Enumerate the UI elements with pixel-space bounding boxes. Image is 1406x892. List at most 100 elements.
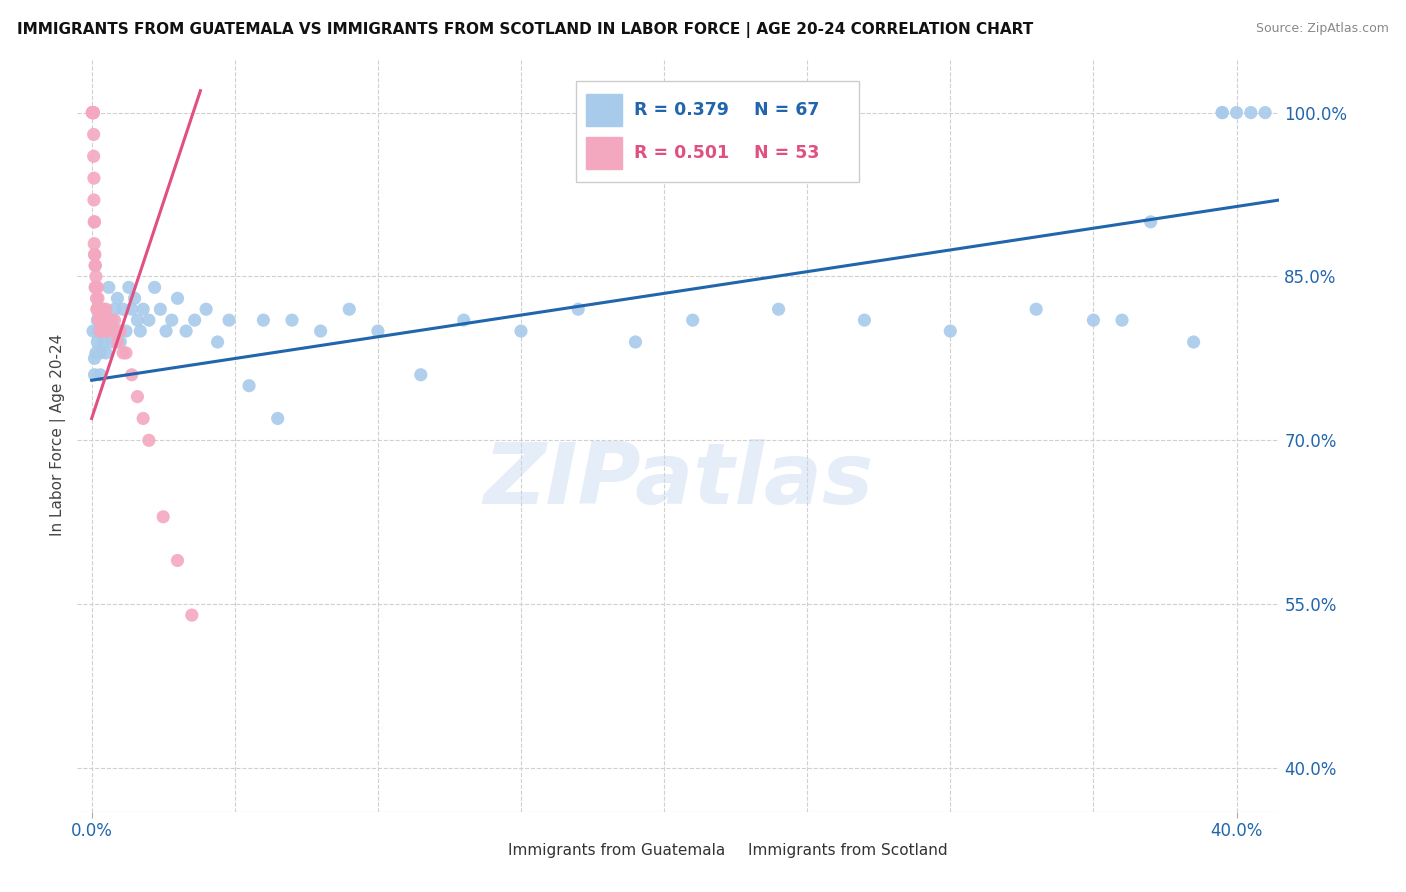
Point: [110, 324, 132, 338]
Point: [83, 236, 105, 251]
Point: [115, 324, 138, 338]
Point: [97, 324, 120, 338]
Text: ZIPatlas: ZIPatlas: [484, 439, 873, 522]
Point: [97, 280, 120, 294]
Point: [624, 334, 647, 349]
Point: [91, 302, 114, 317]
Point: [91, 313, 114, 327]
Point: [1254, 105, 1277, 120]
Point: [103, 302, 125, 317]
Point: [84, 280, 107, 294]
Point: [367, 324, 389, 338]
Point: [94, 302, 117, 317]
Point: [218, 313, 240, 327]
Point: [82, 324, 104, 338]
Point: [1211, 105, 1233, 120]
Point: [83, 193, 105, 207]
Point: [1182, 334, 1205, 349]
Point: [110, 334, 132, 349]
Bar: [586, 137, 621, 169]
Point: [132, 302, 155, 317]
Point: [138, 313, 160, 327]
Point: [115, 346, 138, 360]
Point: [152, 509, 174, 524]
Point: [87, 291, 110, 305]
Point: [84, 259, 107, 273]
Point: [93, 324, 115, 338]
Text: Immigrants from Scotland: Immigrants from Scotland: [748, 844, 948, 858]
Point: [337, 302, 360, 317]
Point: [83, 215, 105, 229]
Point: [121, 302, 143, 317]
Point: [127, 313, 149, 327]
Point: [409, 368, 432, 382]
Point: [94, 346, 117, 360]
Point: [100, 313, 122, 327]
Point: [207, 334, 229, 349]
Text: Immigrants from Guatemala: Immigrants from Guatemala: [508, 844, 725, 858]
Point: [90, 313, 112, 327]
Point: [143, 280, 166, 294]
Point: [103, 324, 125, 338]
Point: [100, 324, 122, 338]
Point: [82, 105, 104, 120]
Point: [195, 302, 218, 317]
Point: [103, 313, 125, 327]
Point: [87, 302, 110, 317]
Point: [180, 608, 202, 623]
Point: [83, 149, 105, 163]
Point: [82, 105, 104, 120]
Text: R = 0.379: R = 0.379: [634, 101, 728, 119]
Text: Source: ZipAtlas.com: Source: ZipAtlas.com: [1256, 22, 1389, 36]
Point: [89, 368, 111, 382]
Point: [1211, 105, 1233, 120]
Point: [252, 313, 274, 327]
Point: [453, 313, 475, 327]
Point: [127, 390, 149, 404]
Point: [84, 280, 107, 294]
Bar: [474, 839, 501, 863]
Point: [138, 434, 160, 448]
Point: [567, 302, 589, 317]
Point: [91, 334, 114, 349]
Point: [118, 280, 141, 294]
Point: [107, 334, 129, 349]
Point: [166, 291, 188, 305]
Point: [87, 324, 110, 338]
Point: [86, 302, 108, 317]
Point: [91, 302, 114, 317]
Point: [84, 280, 107, 294]
Point: [82, 105, 104, 120]
Point: [83, 128, 105, 142]
Point: [939, 324, 962, 338]
Point: [86, 291, 108, 305]
Point: [166, 553, 188, 567]
Point: [124, 291, 146, 305]
Point: [82, 105, 104, 120]
Point: [510, 324, 533, 338]
Point: [132, 411, 155, 425]
Point: [107, 291, 129, 305]
Point: [100, 334, 122, 349]
Point: [1111, 313, 1133, 327]
Point: [768, 302, 790, 317]
Text: R = 0.501: R = 0.501: [634, 144, 730, 162]
Point: [83, 247, 105, 261]
Point: [83, 368, 105, 382]
Point: [97, 313, 120, 327]
Point: [160, 313, 183, 327]
Point: [82, 105, 104, 120]
Point: [1225, 105, 1247, 120]
Text: N = 67: N = 67: [754, 101, 820, 119]
Point: [82, 105, 104, 120]
Point: [1240, 105, 1263, 120]
Point: [86, 280, 108, 294]
Point: [82, 105, 104, 120]
Point: [112, 302, 135, 317]
Point: [86, 313, 108, 327]
Point: [83, 351, 105, 366]
Point: [94, 324, 117, 338]
Point: [238, 378, 260, 392]
Point: [155, 324, 177, 338]
Point: [682, 313, 704, 327]
